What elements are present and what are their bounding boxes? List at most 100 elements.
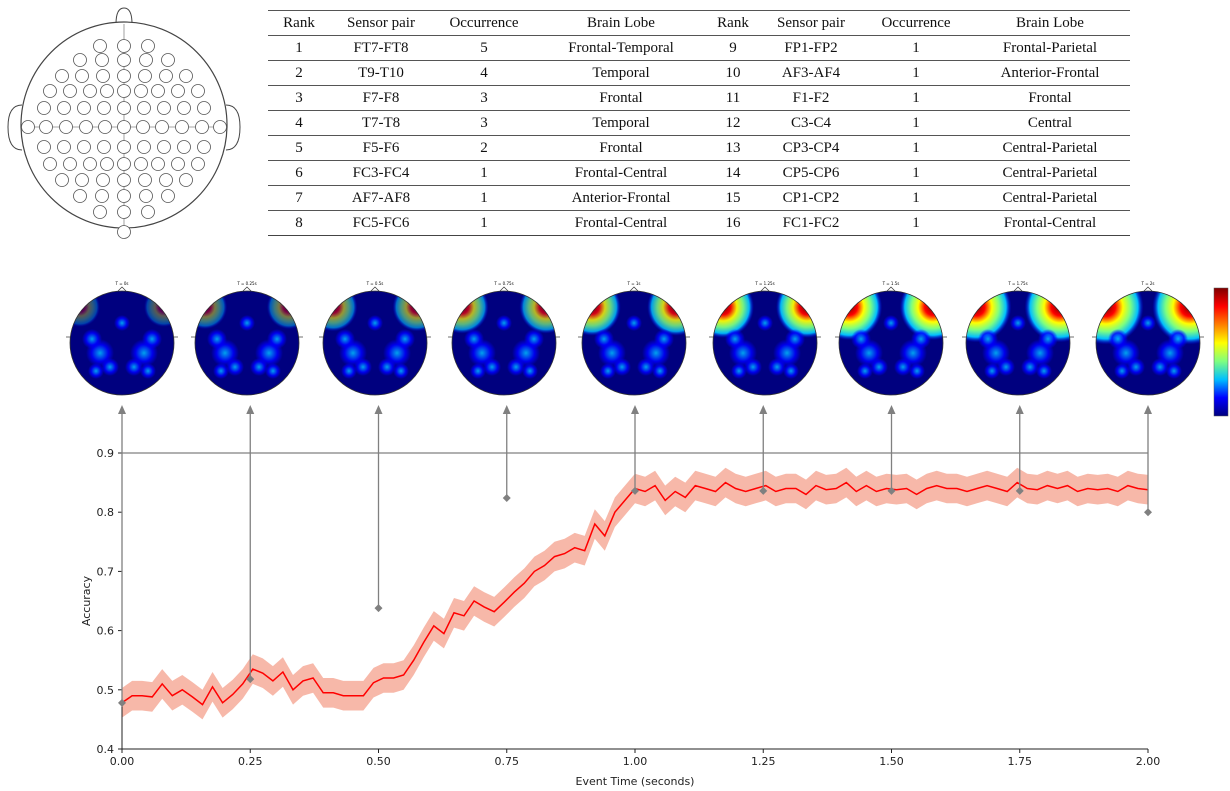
y-tick-label: 0.8 [97, 506, 115, 519]
table-cell: 1 [862, 185, 970, 211]
topomap-outline [581, 290, 687, 396]
hotspot-right [519, 291, 556, 334]
table-cell: 3 [268, 85, 330, 111]
electrode-marker [117, 120, 131, 134]
x-tick-label: 0.75 [495, 755, 520, 768]
table-cell: Temporal [536, 60, 706, 86]
electrode-marker [97, 101, 111, 115]
hotspot-left [195, 291, 228, 330]
table-header-cell: Sensor pair [330, 10, 432, 36]
electrode-marker [57, 101, 71, 115]
topomap-label: T = 0.25s [236, 281, 256, 286]
y-tick-label: 0.7 [97, 565, 115, 578]
table-cell: T9-T10 [330, 60, 432, 86]
table-cell: 1 [432, 160, 536, 186]
topomap-row: T = 0s T = 0.25s T = 0.5s T = 0.75s T = 1s T … [66, 281, 1204, 396]
table-cell: FT7-FT8 [330, 35, 432, 61]
colorbar [1213, 287, 1229, 417]
electrode-marker [79, 120, 93, 134]
electrode-marker [63, 84, 77, 98]
table-header-cell: Rank [268, 10, 330, 36]
electrode-marker [100, 84, 114, 98]
electrode-marker [55, 173, 69, 187]
y-tick-label: 0.5 [97, 684, 115, 697]
table-cell: F5-F6 [330, 135, 432, 161]
topomap-outline [1095, 290, 1201, 396]
data-point-marker [631, 486, 639, 495]
table-cell: CP5-CP6 [760, 160, 862, 186]
electrode-marker [117, 173, 131, 187]
y-axis-label: Accuracy [80, 575, 93, 626]
data-point-marker [1015, 486, 1024, 495]
electrode-marker [37, 140, 51, 154]
table-cell: F1-F2 [760, 85, 862, 111]
table-cell: 2 [268, 60, 330, 86]
electrode-marker [75, 173, 89, 187]
topomap-label: T = 1s [627, 281, 641, 286]
electrode-marker [161, 189, 175, 203]
topomap-outline [451, 290, 557, 396]
table-header-row: Rank Sensor pair Occurrence Brain Lobe Rank S… [268, 10, 1130, 36]
topomap-outline [965, 290, 1071, 396]
nose-mark [242, 286, 252, 292]
nose-mark [886, 286, 896, 292]
table-cell: Frontal-Temporal [536, 35, 706, 61]
arrowhead [631, 405, 639, 414]
electrode-marker [95, 53, 109, 67]
table-cell: C3-C4 [760, 110, 862, 136]
electrode-marker [141, 205, 155, 219]
electrode-marker [117, 53, 131, 67]
arrowhead [246, 405, 255, 414]
topomap: T = 2s [1092, 281, 1204, 396]
table-cell: Frontal [970, 85, 1130, 111]
electrode-marker [96, 173, 110, 187]
data-point-marker [118, 698, 126, 707]
table-row: 2 T9-T10 4 Temporal 10 AF3-AF4 1 Anterior-Front… [268, 60, 1130, 86]
x-tick-label: 1.50 [879, 755, 904, 768]
topomap-label: T = 1.25s [754, 281, 774, 286]
table-cell: 14 [706, 160, 760, 186]
table-cell: Frontal [536, 85, 706, 111]
electrode-marker [137, 140, 151, 154]
electrode-marker [117, 140, 131, 154]
data-point-marker [374, 604, 383, 613]
nose-mark [370, 286, 380, 292]
table-cell: 12 [706, 110, 760, 136]
electrode-marker [59, 120, 73, 134]
electrode-montage-diagram [7, 7, 241, 239]
table-header-cell: Occurrence [862, 10, 970, 36]
electrode-marker [171, 157, 185, 171]
table-cell: 2 [432, 135, 536, 161]
electrode-marker [151, 157, 165, 171]
table-cell: 11 [706, 85, 760, 111]
electrode-marker [63, 157, 77, 171]
table-cell: 6 [268, 160, 330, 186]
table-cell: FC5-FC6 [330, 210, 432, 236]
topomap: T = 0.75s [448, 281, 560, 396]
table-cell: 16 [706, 210, 760, 236]
electrode-marker [117, 39, 131, 53]
table-cell: 4 [268, 110, 330, 136]
topomap: T = 0.5s [319, 281, 431, 396]
data-point-marker [502, 493, 511, 502]
data-point-marker [887, 486, 896, 495]
arrowhead [759, 405, 768, 414]
sensor-pair-table: Rank Sensor pair Occurrence Brain Lobe Rank S… [268, 10, 1130, 236]
right-ear-shape [225, 104, 241, 151]
hotspot-right [1024, 291, 1070, 343]
electrode-marker [136, 120, 150, 134]
table-cell: 3 [432, 110, 536, 136]
electrode-marker [197, 101, 211, 115]
table-cell: Central-Parietal [970, 185, 1130, 211]
arrowhead [1144, 405, 1152, 414]
topomap-label: T = 0.75s [493, 281, 513, 286]
electrode-marker [138, 69, 152, 83]
table-cell: 1 [862, 210, 970, 236]
hotspot-right [899, 291, 943, 341]
topomap-label: T = 2s [1141, 281, 1155, 286]
electrode-marker [161, 53, 175, 67]
electrode-marker [100, 157, 114, 171]
electrode-marker [117, 69, 131, 83]
y-tick-label: 0.9 [97, 447, 115, 460]
table-cell: FC3-FC4 [330, 160, 432, 186]
